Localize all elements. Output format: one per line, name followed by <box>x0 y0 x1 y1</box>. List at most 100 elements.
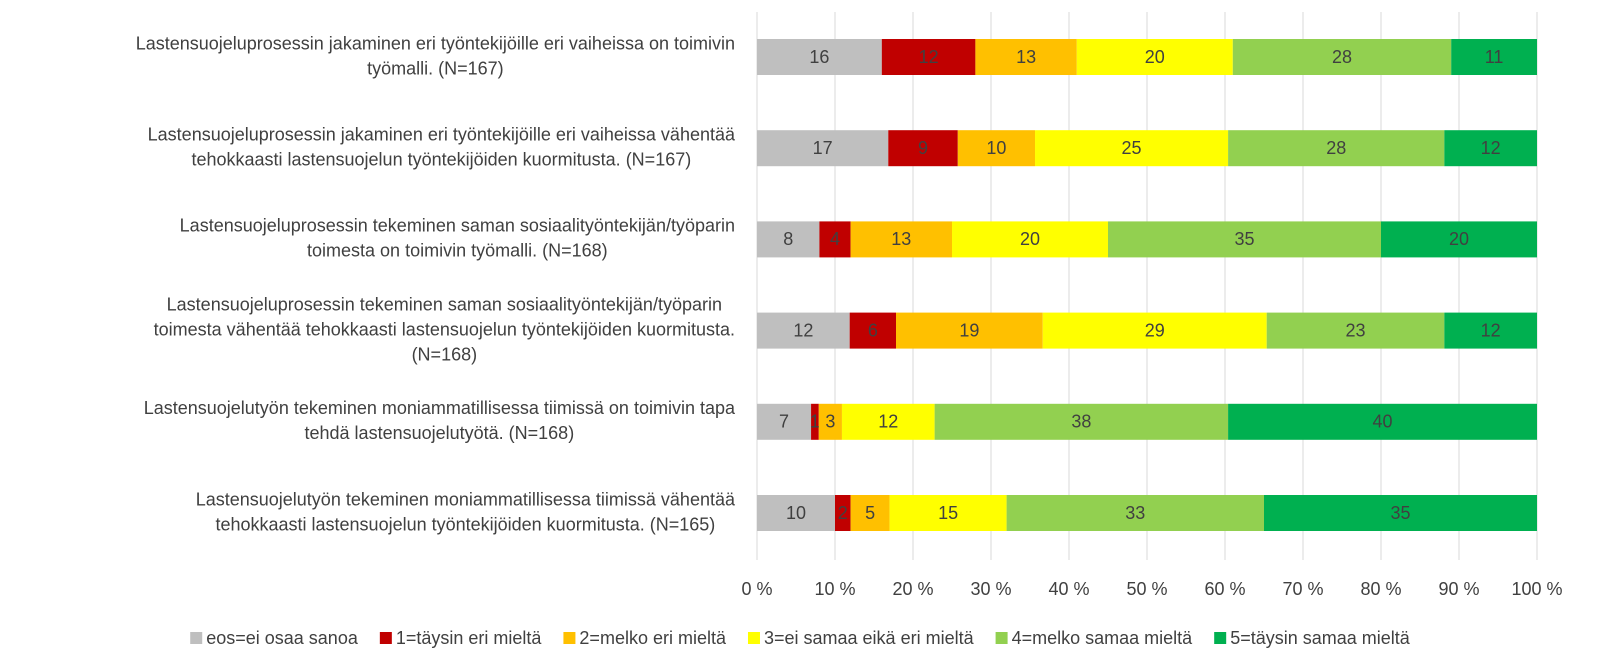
legend-swatch <box>995 632 1008 644</box>
bar-segment <box>889 495 1007 531</box>
data-label: 10 <box>786 503 806 523</box>
bar-segment <box>975 39 1077 75</box>
category-label: Lastensuojeluprosessin jakaminen eri työ… <box>136 33 735 53</box>
data-label: 3 <box>825 412 835 432</box>
bar-segment <box>841 403 935 440</box>
x-tick-label: 70 % <box>1282 579 1323 599</box>
bar-segment <box>1076 39 1233 75</box>
data-label: 38 <box>1071 412 1091 432</box>
x-tick-label: 90 % <box>1438 579 1479 599</box>
x-tick-label: 0 % <box>741 579 772 599</box>
bar-segment <box>757 403 812 440</box>
bar-segment <box>1451 39 1537 75</box>
bar-segment <box>757 221 820 258</box>
legend-swatch <box>563 632 576 644</box>
bar-segment <box>1042 312 1267 349</box>
bar-segment <box>957 130 1036 167</box>
bar-segment <box>818 403 842 440</box>
bar-segment <box>1232 39 1452 75</box>
x-tick-label: 30 % <box>970 579 1011 599</box>
legend-swatch <box>190 632 203 644</box>
category-label: (N=168) <box>412 344 478 364</box>
category-label: tehokkaasti lastensuojelun työntekijöide… <box>191 149 691 169</box>
legend-label: 4=melko samaa mieltä <box>1012 628 1194 648</box>
data-label: 40 <box>1373 412 1393 432</box>
legend-label: 5=täysin samaa mieltä <box>1230 628 1411 648</box>
data-label: 12 <box>793 320 813 340</box>
bar-segment <box>819 221 851 258</box>
data-label: 1 <box>810 412 820 432</box>
bar-segment <box>757 495 835 531</box>
bar-segment <box>811 403 819 440</box>
category-label: Lastensuojelutyön tekeminen moniammatill… <box>144 398 736 418</box>
data-label: 12 <box>1481 320 1501 340</box>
category-label: Lastensuojeluprosessin tekeminen saman s… <box>167 294 722 314</box>
data-label: 20 <box>1449 229 1469 249</box>
data-label: 12 <box>878 412 898 432</box>
data-label: 5 <box>865 503 875 523</box>
bar-segment <box>1228 130 1445 167</box>
category-label: työmalli. (N=167) <box>367 58 504 78</box>
data-label: 33 <box>1125 503 1145 523</box>
bar-segment <box>881 39 976 75</box>
legend-label: 1=täysin eri mieltä <box>396 628 543 648</box>
bar-segment <box>757 312 850 349</box>
data-label: 4 <box>830 229 840 249</box>
category-label: Lastensuojelutyön tekeminen moniammatill… <box>196 489 736 509</box>
data-label: 15 <box>938 503 958 523</box>
category-label: toimesta on toimivin työmalli. (N=168) <box>307 241 608 261</box>
bar-segment <box>1266 312 1445 349</box>
data-label: 11 <box>1485 47 1504 67</box>
bar-segment <box>1006 495 1264 531</box>
bar-segment <box>952 221 1108 258</box>
category-label: Lastensuojeluprosessin tekeminen saman s… <box>180 216 735 236</box>
legend-label: 2=melko eri mieltä <box>579 628 727 648</box>
x-tick-label: 40 % <box>1048 579 1089 599</box>
bar-segment <box>1444 130 1537 167</box>
data-label: 2 <box>838 503 848 523</box>
legend-swatch <box>1214 632 1227 644</box>
bar-segment <box>1228 403 1537 440</box>
data-label: 28 <box>1326 138 1346 158</box>
data-label: 8 <box>783 229 793 249</box>
bar-segment <box>1264 495 1537 531</box>
data-label: 35 <box>1234 229 1254 249</box>
bar-segment <box>896 312 1043 349</box>
x-tick-label: 50 % <box>1126 579 1167 599</box>
category-label: tehdä lastensuojelutyötä. (N=168) <box>305 423 575 443</box>
data-label: 10 <box>986 138 1006 158</box>
data-label: 20 <box>1145 47 1165 67</box>
legend-label: 3=ei samaa eikä eri mieltä <box>764 628 975 648</box>
bar-segment <box>888 130 958 167</box>
data-label: 20 <box>1020 229 1040 249</box>
bar-segment <box>757 130 889 167</box>
bar-segment <box>1108 221 1381 258</box>
data-label: 9 <box>918 138 928 158</box>
category-label: Lastensuojeluprosessin jakaminen eri työ… <box>148 124 736 144</box>
data-label: 12 <box>919 47 939 67</box>
x-tick-label: 60 % <box>1204 579 1245 599</box>
bar-segment <box>1381 221 1537 258</box>
data-label: 17 <box>813 138 833 158</box>
x-tick-label: 20 % <box>892 579 933 599</box>
data-label: 29 <box>1145 320 1165 340</box>
x-tick-label: 100 % <box>1511 579 1562 599</box>
data-label: 19 <box>959 320 979 340</box>
category-label: toimesta vähentää tehokkaasti lastensuoj… <box>154 319 735 339</box>
bar-segment <box>1035 130 1229 167</box>
legend-label: eos=ei osaa sanoa <box>206 628 359 648</box>
bar-segment <box>849 312 897 349</box>
legend-swatch <box>747 632 760 644</box>
x-tick-label: 10 % <box>814 579 855 599</box>
bar-segment <box>757 39 882 75</box>
bar-segment <box>1444 312 1537 349</box>
legend-swatch <box>379 632 392 644</box>
data-label: 6 <box>868 320 878 340</box>
data-label: 25 <box>1122 138 1142 158</box>
bar-segment <box>934 403 1229 440</box>
data-label: 13 <box>1016 47 1036 67</box>
data-label: 16 <box>809 47 829 67</box>
data-label: 28 <box>1332 47 1352 67</box>
bar-segment <box>835 495 851 531</box>
